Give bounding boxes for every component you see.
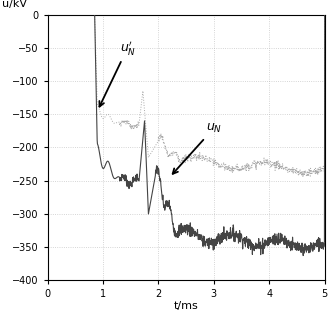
Y-axis label: u/kV: u/kV — [2, 0, 27, 9]
X-axis label: t/ms: t/ms — [174, 301, 199, 311]
Text: $u_N^{\prime}$: $u_N^{\prime}$ — [99, 38, 136, 106]
Text: $u_N$: $u_N$ — [173, 122, 222, 174]
